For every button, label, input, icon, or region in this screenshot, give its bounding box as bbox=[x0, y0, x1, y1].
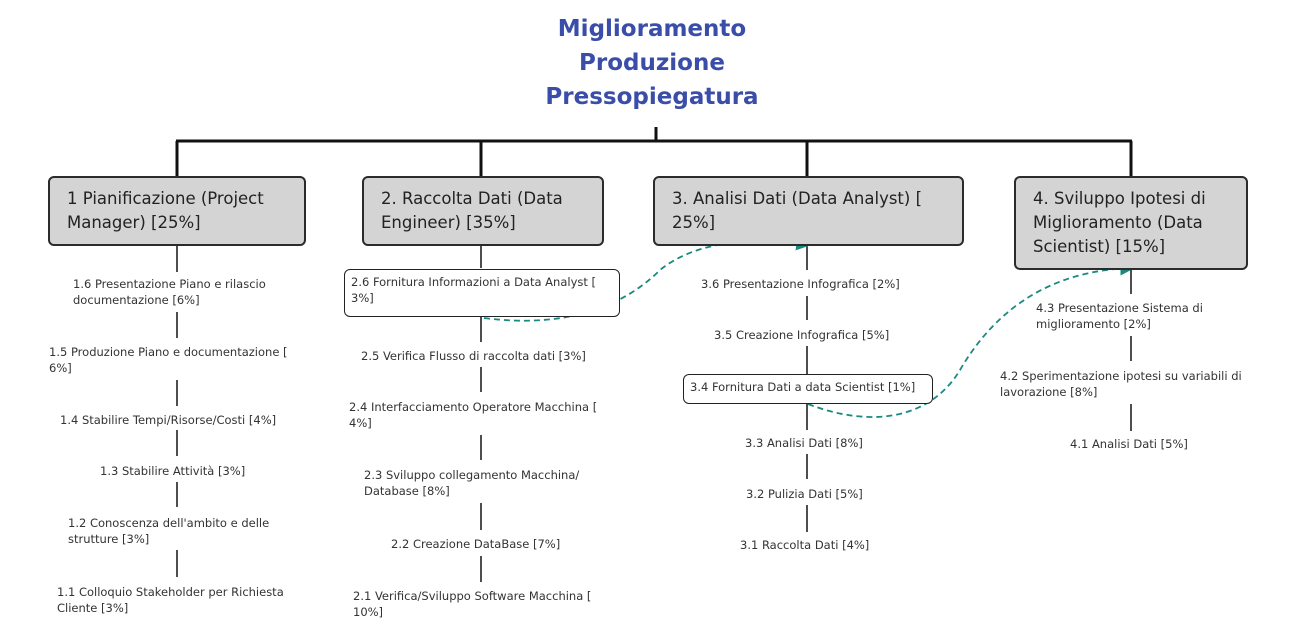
task-3-4[interactable]: 3.4 Fornitura Dati a data Scientist [1%] bbox=[683, 374, 933, 404]
task-3-5[interactable]: 3.5 Creazione Infografica [5%] bbox=[714, 328, 890, 342]
diagram-title: Miglioramento Produzione Pressopiegatura bbox=[545, 16, 759, 110]
phase-3-box[interactable]: 3. Analisi Dati (Data Analyst) [ 25%] bbox=[653, 176, 964, 246]
task-3-1[interactable]: 3.1 Raccolta Dati [4%] bbox=[740, 538, 870, 552]
task-2-4[interactable]: 2.4 Interfacciamento Operatore Macchina … bbox=[349, 400, 598, 430]
task-1-2[interactable]: 1.2 Conoscenza dell'ambito e delle strut… bbox=[68, 516, 270, 546]
task-3-3[interactable]: 3.3 Analisi Dati [8%] bbox=[745, 436, 863, 450]
task-1-6[interactable]: 1.6 Presentazione Piano e rilascio docum… bbox=[73, 277, 266, 307]
task-2-6[interactable]: 2.6 Fornitura Informazioni a Data Analys… bbox=[344, 269, 620, 317]
task-2-5[interactable]: 2.5 Verifica Flusso di raccolta dati [3%… bbox=[361, 349, 586, 363]
task-2-1[interactable]: 2.1 Verifica/Sviluppo Software Macchina … bbox=[353, 589, 592, 619]
phase-3-label: 3. Analisi Dati (Data Analyst) [ 25%] bbox=[672, 189, 923, 232]
task-1-1[interactable]: 1.1 Colloquio Stakeholder per Richiesta … bbox=[57, 585, 284, 615]
task-1-5[interactable]: 1.5 Produzione Piano e documentazione [ … bbox=[49, 345, 288, 375]
task-3-2[interactable]: 3.2 Pulizia Dati [5%] bbox=[746, 487, 863, 501]
phase-1-box[interactable]: 1 Pianificazione (Project Manager) [25%] bbox=[48, 176, 306, 246]
phase-4-box[interactable]: 4. Sviluppo Ipotesi di Miglioramento (Da… bbox=[1014, 176, 1248, 270]
task-4-1[interactable]: 4.1 Analisi Dati [5%] bbox=[1070, 437, 1188, 451]
phase-2-box[interactable]: 2. Raccolta Dati (Data Engineer) [35%] bbox=[362, 176, 604, 246]
task-2-2[interactable]: 2.2 Creazione DataBase [7%] bbox=[391, 537, 561, 551]
phase-1-label: 1 Pianificazione (Project Manager) [25%] bbox=[67, 189, 264, 232]
task-4-3[interactable]: 4.3 Presentazione Sistema di miglioramen… bbox=[1036, 301, 1203, 331]
task-2-3[interactable]: 2.3 Sviluppo collegamento Macchina/ Data… bbox=[364, 468, 580, 498]
task-1-4[interactable]: 1.4 Stabilire Tempi/Risorse/Costi [4%] bbox=[60, 413, 277, 427]
phase-2-label: 2. Raccolta Dati (Data Engineer) [35%] bbox=[381, 189, 563, 232]
phase-4-label: 4. Sviluppo Ipotesi di Miglioramento (Da… bbox=[1033, 189, 1206, 256]
task-4-2[interactable]: 4.2 Sperimentazione ipotesi su variabili… bbox=[1000, 369, 1242, 399]
task-3-6[interactable]: 3.6 Presentazione Infografica [2%] bbox=[701, 277, 900, 291]
task-1-3[interactable]: 1.3 Stabilire Attività [3%] bbox=[100, 464, 246, 478]
